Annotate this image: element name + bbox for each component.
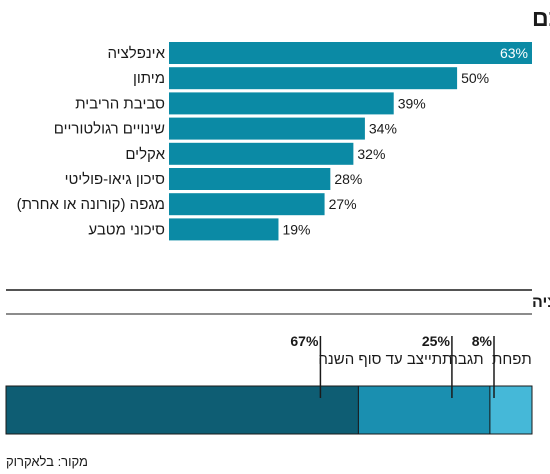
bar <box>169 218 279 241</box>
value-label: 34% <box>369 121 397 137</box>
category-label: אינפלציה <box>107 45 165 62</box>
stack-segment <box>357 385 491 435</box>
bar <box>169 142 354 165</box>
category-label: סיכון גיאו-פוליטי <box>65 171 166 188</box>
stack-segment <box>5 385 359 435</box>
value-label: 63% <box>500 45 528 61</box>
stack-segment <box>489 385 533 435</box>
value-label: 50% <box>461 70 489 86</box>
segment-label: תתייצב עד סוף השנה <box>318 351 452 368</box>
value-label: 19% <box>282 221 310 237</box>
bar <box>169 193 325 216</box>
segment-label: תגבר <box>450 351 484 368</box>
bar <box>169 117 365 140</box>
bar <box>169 67 458 90</box>
bar-chart: אינפלציה 63% מיתון 50% סביבת הריבית 39% שינויי… <box>17 42 532 241</box>
segment-label: תפחת <box>492 351 532 368</box>
value-label: 39% <box>398 95 426 111</box>
segment-value: 8% <box>472 333 493 349</box>
inflation-subtitle: הערכה לגבי התמשכות האינפלציה <box>532 293 550 311</box>
category-label: שינויים רגולטוריים <box>54 121 165 138</box>
category-label: סביבת הריבית <box>75 95 165 112</box>
value-label: 32% <box>357 146 385 162</box>
chart-title: מהו הסיכון המרכזי לאסטרטגיית ההשקעות שלכ… <box>532 5 550 31</box>
segment-value: 67% <box>290 333 319 349</box>
category-label: סיכוני מטבע <box>88 221 165 238</box>
bar <box>169 168 331 190</box>
stacked-bar: 67% תתייצב עד סוף השנה 25% תגבר 8% תפחת <box>5 333 533 435</box>
category-label: מיתון <box>133 70 165 87</box>
source-note: מקור: בלאקרוק <box>6 454 88 469</box>
bar <box>169 42 532 64</box>
value-label: 28% <box>334 171 362 187</box>
category-label: אקלים <box>125 146 165 163</box>
bar <box>169 92 394 115</box>
segment-value: 25% <box>422 333 451 349</box>
value-label: 27% <box>329 196 357 212</box>
category-label: מגפה (קורונה או אחרת) <box>17 196 165 213</box>
